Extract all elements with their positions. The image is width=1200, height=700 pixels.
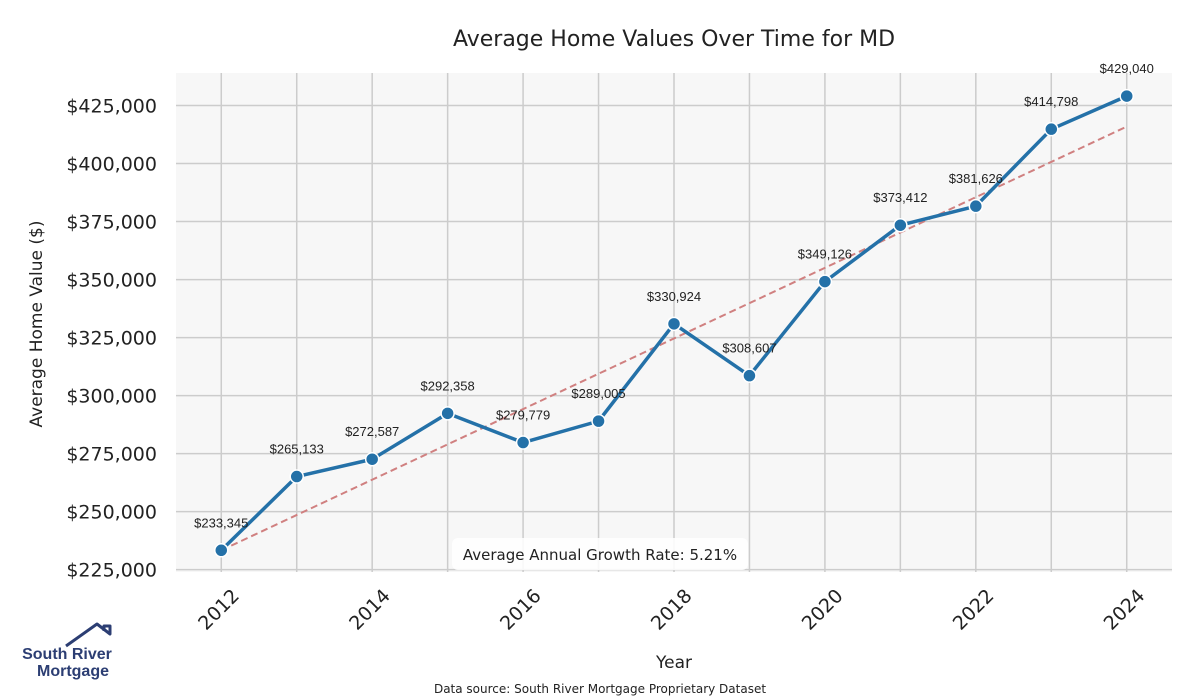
data-label: $381,626	[949, 171, 1003, 186]
data-label: $330,924	[647, 289, 701, 304]
x-tick-label: 2012	[194, 585, 244, 635]
annotation-box	[452, 538, 748, 570]
data-point	[817, 274, 833, 289]
x-axis-label: Year	[655, 653, 692, 673]
data-labels-group: $233,345 $265,133 $272,587 $292,358 $279,779…	[194, 61, 1154, 530]
data-point	[1119, 88, 1134, 104]
south-river-logo: South River Mortgage	[22, 622, 112, 680]
chart-title: Average Home Values Over Time for MD	[453, 27, 895, 52]
data-point	[289, 469, 304, 484]
y-tick-label: $250,000	[66, 502, 157, 524]
data-point	[515, 435, 531, 450]
data-point	[364, 451, 380, 467]
data-point	[214, 543, 229, 558]
data-label: $308,607	[722, 341, 776, 356]
data-point	[968, 198, 984, 214]
data-point	[591, 413, 606, 429]
y-tick-label: $350,000	[66, 270, 157, 292]
y-tick-label: $275,000	[66, 444, 157, 466]
y-tick-label: $325,000	[66, 328, 157, 350]
x-tick-label: 2018	[647, 585, 697, 635]
x-tick-label: 2024	[1100, 585, 1150, 635]
data-label: $233,345	[194, 515, 248, 530]
growth-rate-text: Average Annual Growth Rate: 5.21%	[463, 546, 737, 564]
data-point	[742, 368, 757, 383]
x-tick-labels: 2012 2014 2016 2018 2020 2022 2024	[194, 585, 1149, 635]
logo-line2: Mortgage	[37, 663, 109, 680]
trend-line-group	[220, 125, 1128, 552]
logo-line1: South River	[22, 646, 112, 663]
data-source-text: Data source: South River Mortgage Propri…	[434, 682, 766, 696]
x-tick-label: 2020	[798, 585, 848, 635]
data-point	[666, 316, 682, 332]
y-tick-label: $300,000	[66, 386, 157, 408]
x-tick-label: 2014	[345, 585, 395, 635]
data-point	[440, 406, 455, 421]
data-label: $349,126	[798, 247, 852, 262]
data-label: $272,587	[345, 424, 399, 439]
x-tick-label: 2016	[496, 585, 546, 635]
data-label: $279,779	[496, 408, 550, 423]
data-label: $292,358	[421, 378, 475, 393]
data-label: $373,412	[873, 190, 927, 205]
grid-lines	[176, 73, 1172, 572]
trend-line	[220, 125, 1128, 552]
x-tick-label: 2022	[949, 585, 999, 635]
data-point	[1044, 121, 1059, 137]
y-tick-labels: $225,000 $250,000 $275,000 $300,000 $325,000…	[66, 95, 157, 581]
series-group	[214, 88, 1134, 558]
y-tick-label: $425,000	[66, 95, 157, 117]
data-label: $289,005	[571, 386, 625, 401]
growth-rate-annotation: Average Annual Growth Rate: 5.21%	[452, 538, 748, 570]
y-tick-label: $400,000	[66, 154, 157, 176]
house-roof-icon	[65, 622, 112, 648]
data-label: $429,040	[1100, 61, 1154, 76]
data-point	[893, 217, 908, 233]
data-label: $414,798	[1024, 94, 1078, 109]
y-axis-label: Average Home Value ($)	[27, 221, 47, 428]
y-tick-label: $375,000	[66, 212, 157, 234]
y-tick-label: $225,000	[66, 560, 157, 582]
data-label: $265,133	[270, 442, 324, 457]
